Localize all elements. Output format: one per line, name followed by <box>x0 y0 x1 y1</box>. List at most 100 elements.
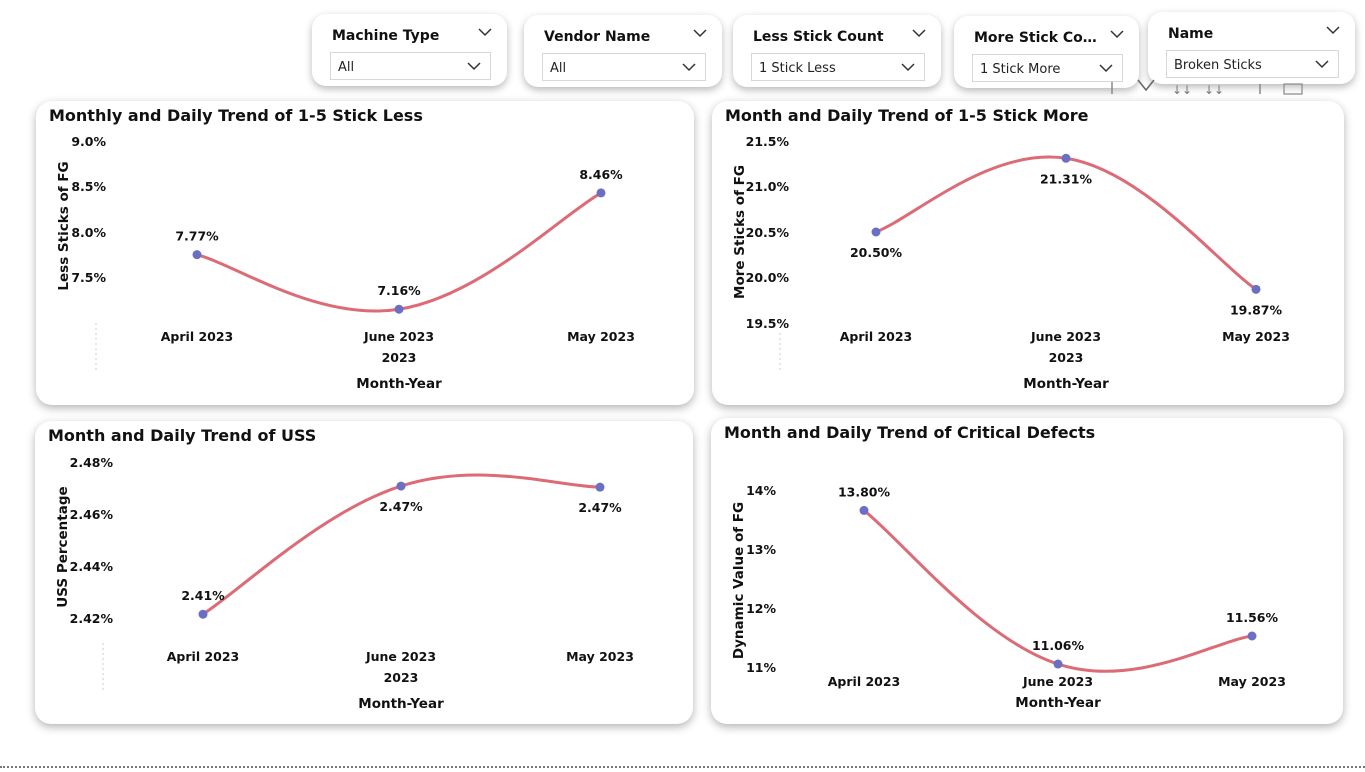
slicer-name: Name Broken Sticks <box>1148 12 1355 84</box>
dropdown-value: 1 Stick More <box>980 62 1061 77</box>
x-axis-title: Month-Year <box>358 696 444 712</box>
chevron-down-icon <box>1315 60 1329 69</box>
y-tick-label: 19.5% <box>746 316 790 331</box>
x-tick-label: May 2023 <box>566 649 634 664</box>
slicer-title: Name <box>1168 26 1214 42</box>
data-point[interactable] <box>1053 659 1063 669</box>
slicer-title: Machine Type <box>332 28 440 44</box>
y-tick-label: 8.5% <box>71 179 106 194</box>
dropdown-value: 1 Stick Less <box>759 61 836 76</box>
y-tick-label: 13% <box>746 542 776 557</box>
chart-svg: 14% 13% 12% 11%Dynamic Value of FG April 202… <box>731 483 1286 711</box>
y-tick-label: 2.46% <box>70 507 114 522</box>
chevron-down-icon[interactable] <box>1109 28 1125 40</box>
y-tick-label: 20.0% <box>746 270 790 285</box>
slicer-less-stick-count: Less Stick Count 1 Stick Less <box>733 15 941 87</box>
x-tick-label: April 2023 <box>167 649 240 664</box>
y-axis-title: Dynamic Value of FG <box>731 502 747 659</box>
drill-down-icon <box>1137 79 1155 92</box>
y-tick-label: 21.5% <box>746 134 790 149</box>
slicer-title: Less Stick Count <box>753 29 884 45</box>
series-line <box>201 473 602 616</box>
chevron-down-icon[interactable] <box>1325 24 1341 36</box>
chart-card-stick-less[interactable]: 9.0% 8.5% 8.0% 7.5% Less Sticks of FG April 2… <box>36 101 694 405</box>
data-label: 20.50% <box>850 245 903 260</box>
data-point[interactable] <box>1061 153 1071 163</box>
x-axis-title: Month-Year <box>1023 376 1109 392</box>
x-tick-label: June 2023 <box>365 649 436 664</box>
x-axis-title: Month-Year <box>1015 695 1101 711</box>
data-point[interactable] <box>595 482 605 492</box>
chevron-down-icon <box>682 63 696 72</box>
name-dropdown[interactable]: Broken Sticks <box>1166 50 1339 78</box>
data-point[interactable] <box>1251 284 1261 294</box>
visual-toolbar[interactable]: ↓↓ ↓↓ <box>1100 76 1310 96</box>
chart-card-uss[interactable]: 2.48% 2.46% 2.44% 2.42% USS Percentage April … <box>35 421 693 724</box>
data-point[interactable] <box>192 250 202 260</box>
y-axis-title: USS Percentage <box>55 486 71 607</box>
data-point[interactable] <box>871 227 881 237</box>
x-tick-label: April 2023 <box>161 329 234 344</box>
chart-svg: 21.5% 21.0% 20.5% 20.0% 19.5% More Sticks of … <box>732 134 1290 392</box>
dropdown-value: Broken Sticks <box>1174 58 1262 73</box>
y-tick-label: 20.5% <box>746 225 790 240</box>
data-point[interactable] <box>596 188 606 198</box>
vendor-name-dropdown[interactable]: All <box>542 53 706 81</box>
chart-svg: 9.0% 8.5% 8.0% 7.5%Less Sticks of FG April 2… <box>56 134 635 392</box>
x-year-label: 2023 <box>1049 350 1084 365</box>
y-axis-title: More Sticks of FG <box>732 165 748 299</box>
y-tick-label: 2.42% <box>70 611 114 626</box>
y-tick-label: 2.44% <box>70 559 114 574</box>
expand-next-icon: ↓↓ <box>1204 83 1224 96</box>
data-point[interactable] <box>198 609 208 619</box>
slicer-machine-type: Machine Type All <box>312 14 507 86</box>
chevron-down-icon[interactable] <box>911 27 927 39</box>
slicer-title: Vendor Name <box>544 29 651 45</box>
data-point[interactable] <box>1247 631 1257 641</box>
y-axis-title: Less Sticks of FG <box>56 161 72 290</box>
data-label: 11.06% <box>1032 638 1085 653</box>
y-tick-label: 21.0% <box>746 179 790 194</box>
slicer-title: More Stick Cou... <box>974 30 1099 46</box>
data-label: 2.47% <box>379 499 423 514</box>
x-year-label: 2023 <box>382 350 417 365</box>
chevron-down-icon[interactable] <box>477 26 493 38</box>
x-axis-title: Month-Year <box>356 376 442 392</box>
data-point[interactable] <box>859 505 869 515</box>
expand-all-icon: ↓↓ <box>1172 83 1192 96</box>
x-tick-label: May 2023 <box>1218 674 1286 689</box>
y-tick-label: 8.0% <box>71 225 106 240</box>
focus-mode-icon <box>1283 83 1303 95</box>
data-point[interactable] <box>394 304 404 314</box>
y-tick-label: 7.5% <box>71 270 106 285</box>
x-tick-label: April 2023 <box>840 329 913 344</box>
data-label: 19.87% <box>1230 302 1283 317</box>
chart-card-stick-more[interactable]: 21.5% 21.0% 20.5% 20.0% 19.5% More Sticks of … <box>712 101 1344 405</box>
more-stick-count-dropdown[interactable]: 1 Stick More <box>972 54 1123 82</box>
y-tick-label: 11% <box>746 660 776 675</box>
chevron-down-icon[interactable] <box>692 27 708 39</box>
data-label: 13.80% <box>838 484 891 499</box>
x-tick-label: June 2023 <box>1022 674 1093 689</box>
chart-title: Month and Daily Trend of Critical Defect… <box>724 423 1096 442</box>
y-tick-label: 14% <box>746 483 776 498</box>
chart-title: Month and Daily Trend of USS <box>48 426 317 445</box>
chart-title: Month and Daily Trend of 1-5 Stick More <box>725 106 1089 125</box>
x-tick-label: May 2023 <box>1222 329 1290 344</box>
dropdown-value: All <box>550 61 567 76</box>
x-tick-label: June 2023 <box>363 329 434 344</box>
chart-svg: 2.48% 2.46% 2.44% 2.42% USS Percentage April … <box>55 455 634 712</box>
data-label: 7.77% <box>175 229 219 244</box>
machine-type-dropdown[interactable]: All <box>330 52 491 80</box>
slicer-vendor-name: Vendor Name All <box>524 15 722 87</box>
data-label: 2.47% <box>578 500 622 515</box>
dropdown-value: All <box>338 60 355 75</box>
data-point[interactable] <box>396 481 406 491</box>
data-label: 11.56% <box>1226 610 1279 625</box>
less-stick-count-dropdown[interactable]: 1 Stick Less <box>751 53 925 81</box>
chart-card-critical-defects[interactable]: 14% 13% 12% 11% Dynamic Value of FG April 202… <box>711 418 1343 724</box>
data-label: 8.46% <box>579 167 623 182</box>
chevron-down-icon <box>467 62 481 71</box>
y-tick-label: 12% <box>746 601 776 616</box>
x-tick-label: May 2023 <box>567 329 635 344</box>
